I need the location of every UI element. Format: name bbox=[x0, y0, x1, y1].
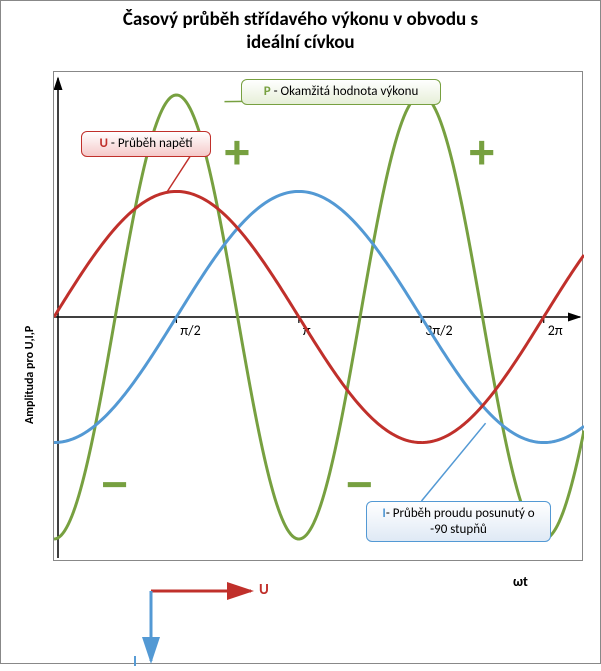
y-axis-label: Amplituda pro U,I,P bbox=[23, 326, 37, 424]
callout-u: U - Průběh napětí bbox=[81, 131, 211, 157]
plus-icon: + bbox=[214, 125, 260, 179]
callout-text: - Průběh napětí bbox=[108, 136, 193, 151]
chart-title: Časový průběh střídavého výkonu v obvodu… bbox=[1, 1, 600, 59]
figure-container: Časový průběh střídavého výkonu v obvodu… bbox=[0, 0, 601, 664]
phasor-u-label: U bbox=[259, 581, 269, 599]
x-tick-label: 2π bbox=[548, 322, 563, 339]
phasor-i-label: I bbox=[133, 653, 137, 671]
plus-icon: + bbox=[459, 125, 505, 179]
title-line1: Časový průběh střídavého výkonu v obvodu… bbox=[123, 8, 478, 31]
x-tick-label: π/2 bbox=[180, 322, 200, 339]
callout-i: I- Průběh proudu posunutý o -90 stupňů bbox=[366, 501, 551, 542]
minus-icon: − bbox=[92, 457, 138, 511]
x-axis-label: ωt bbox=[513, 573, 528, 590]
title-line2: ideální cívkou bbox=[246, 31, 354, 54]
callout-text: - Okamžitá hodnota výkonu bbox=[271, 84, 419, 99]
callout-letter: U bbox=[99, 136, 108, 151]
callout-letter: P bbox=[264, 84, 271, 99]
callout-text: - Průběh proudu posunutý o -90 stupňů bbox=[386, 506, 535, 537]
callout-p: P - Okamžitá hodnota výkonu bbox=[241, 79, 441, 105]
